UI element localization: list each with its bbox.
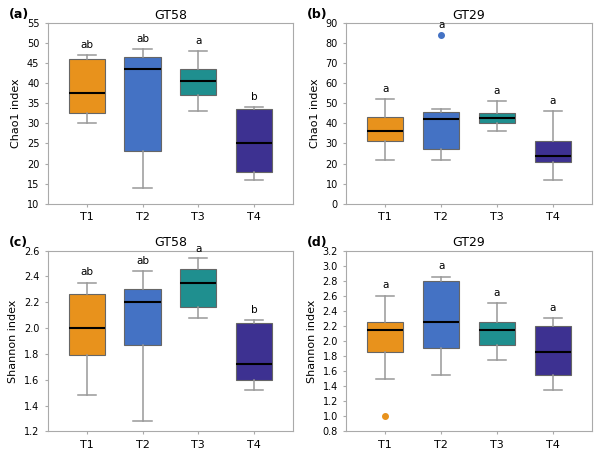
PathPatch shape <box>423 281 459 349</box>
PathPatch shape <box>423 112 459 149</box>
PathPatch shape <box>180 269 217 307</box>
PathPatch shape <box>68 59 105 113</box>
Text: b: b <box>251 305 257 315</box>
Y-axis label: Chao1 index: Chao1 index <box>11 78 22 148</box>
PathPatch shape <box>479 322 515 345</box>
Title: GT29: GT29 <box>452 9 485 22</box>
Text: ab: ab <box>80 40 93 49</box>
Text: ab: ab <box>80 267 93 278</box>
PathPatch shape <box>535 142 571 162</box>
PathPatch shape <box>535 326 571 375</box>
PathPatch shape <box>124 289 161 345</box>
Text: (c): (c) <box>8 236 28 249</box>
Text: a: a <box>494 86 500 96</box>
PathPatch shape <box>479 113 515 123</box>
Title: GT58: GT58 <box>154 236 187 249</box>
Text: a: a <box>494 288 500 298</box>
Text: a: a <box>550 303 556 313</box>
Text: a: a <box>438 20 445 30</box>
Text: ab: ab <box>136 256 149 266</box>
Text: b: b <box>251 92 257 102</box>
PathPatch shape <box>180 69 217 95</box>
PathPatch shape <box>367 117 403 142</box>
Text: (b): (b) <box>307 8 328 21</box>
Text: a: a <box>550 96 556 106</box>
Text: a: a <box>195 244 202 254</box>
PathPatch shape <box>236 323 272 380</box>
Y-axis label: Shannon index: Shannon index <box>307 299 317 382</box>
Text: a: a <box>438 262 445 272</box>
Y-axis label: Chao1 index: Chao1 index <box>310 78 320 148</box>
Text: ab: ab <box>136 33 149 44</box>
PathPatch shape <box>68 294 105 355</box>
Text: (a): (a) <box>8 8 29 21</box>
PathPatch shape <box>124 57 161 152</box>
Text: a: a <box>382 84 389 94</box>
Title: GT29: GT29 <box>452 236 485 249</box>
Text: a: a <box>382 280 389 290</box>
PathPatch shape <box>367 322 403 352</box>
Y-axis label: Shannon index: Shannon index <box>8 299 19 382</box>
Text: a: a <box>195 36 202 46</box>
Text: (d): (d) <box>307 236 328 249</box>
Title: GT58: GT58 <box>154 9 187 22</box>
PathPatch shape <box>236 109 272 172</box>
